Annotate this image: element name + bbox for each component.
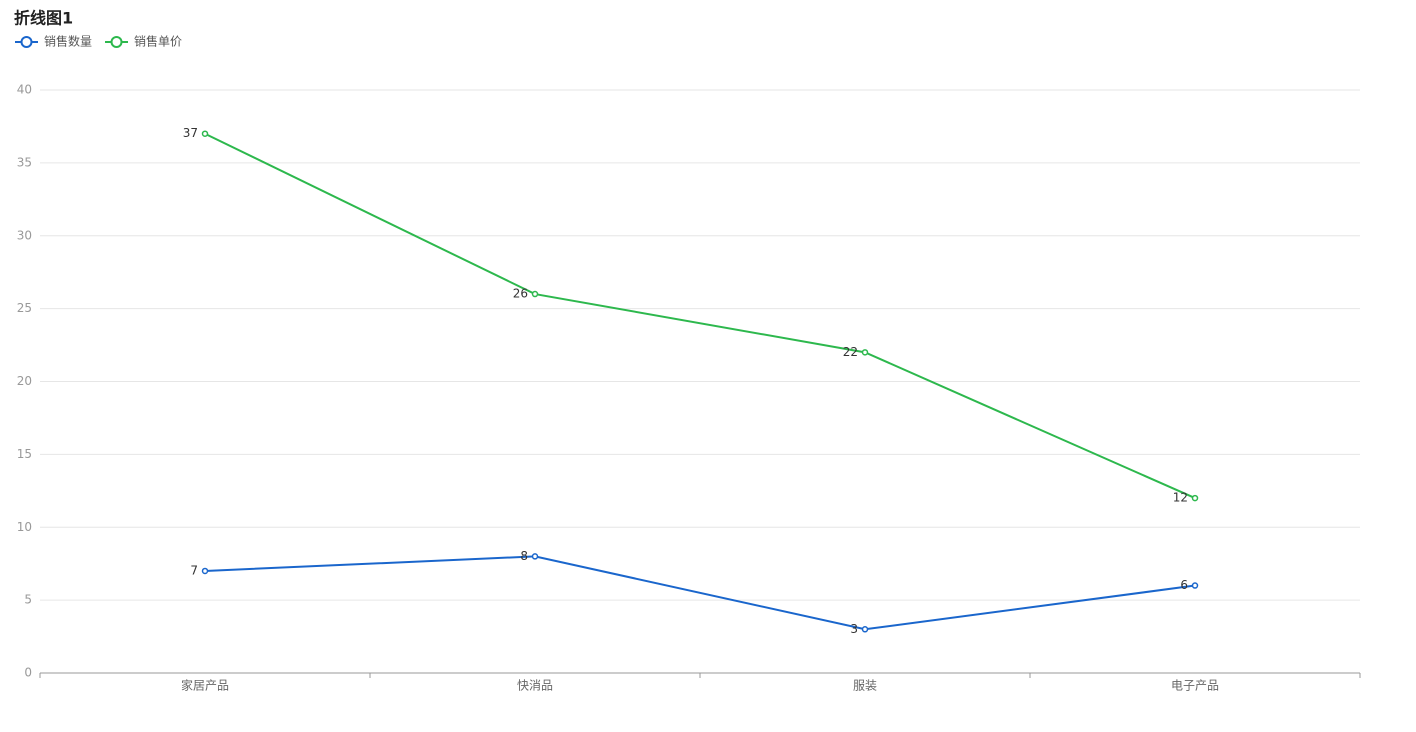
data-point	[1191, 582, 1199, 589]
x-tick-label: 家居产品	[181, 678, 229, 693]
x-tick-label: 服装	[853, 679, 877, 693]
data-point	[861, 626, 869, 633]
y-tick-label: 10	[17, 520, 32, 534]
data-point	[861, 349, 869, 356]
data-point	[531, 290, 539, 298]
y-tick-label: 35	[17, 155, 32, 169]
data-label: 8	[520, 549, 528, 563]
chart-title: 折线图1	[14, 9, 73, 28]
data-point	[201, 567, 209, 575]
data-point	[201, 130, 209, 137]
y-tick-label: 20	[17, 374, 32, 388]
data-label: 3	[850, 622, 858, 636]
data-label: 22	[843, 345, 858, 359]
y-tick-label: 15	[17, 447, 32, 461]
data-point	[1191, 494, 1199, 502]
y-tick-label: 30	[17, 228, 32, 242]
x-tick-label: 电子产品	[1171, 679, 1219, 693]
data-point	[531, 553, 539, 560]
y-tick-label: 0	[24, 666, 32, 680]
series-line	[204, 555, 1196, 631]
legend-label: 销售数量	[44, 34, 92, 49]
legend-marker	[110, 36, 123, 48]
data-label: 26	[513, 287, 528, 301]
legend-marker	[20, 36, 33, 48]
x-tick-label: 快消品	[517, 679, 553, 693]
y-tick-label: 5	[24, 593, 32, 607]
series-line	[204, 132, 1196, 500]
y-tick-label: 25	[17, 301, 32, 315]
legend-label: 销售单价	[134, 34, 182, 49]
data-label: 7	[190, 563, 198, 577]
data-label: 37	[183, 126, 198, 140]
data-label: 12	[1173, 491, 1188, 505]
data-label: 6	[1180, 578, 1188, 592]
y-tick-label: 40	[17, 83, 32, 97]
